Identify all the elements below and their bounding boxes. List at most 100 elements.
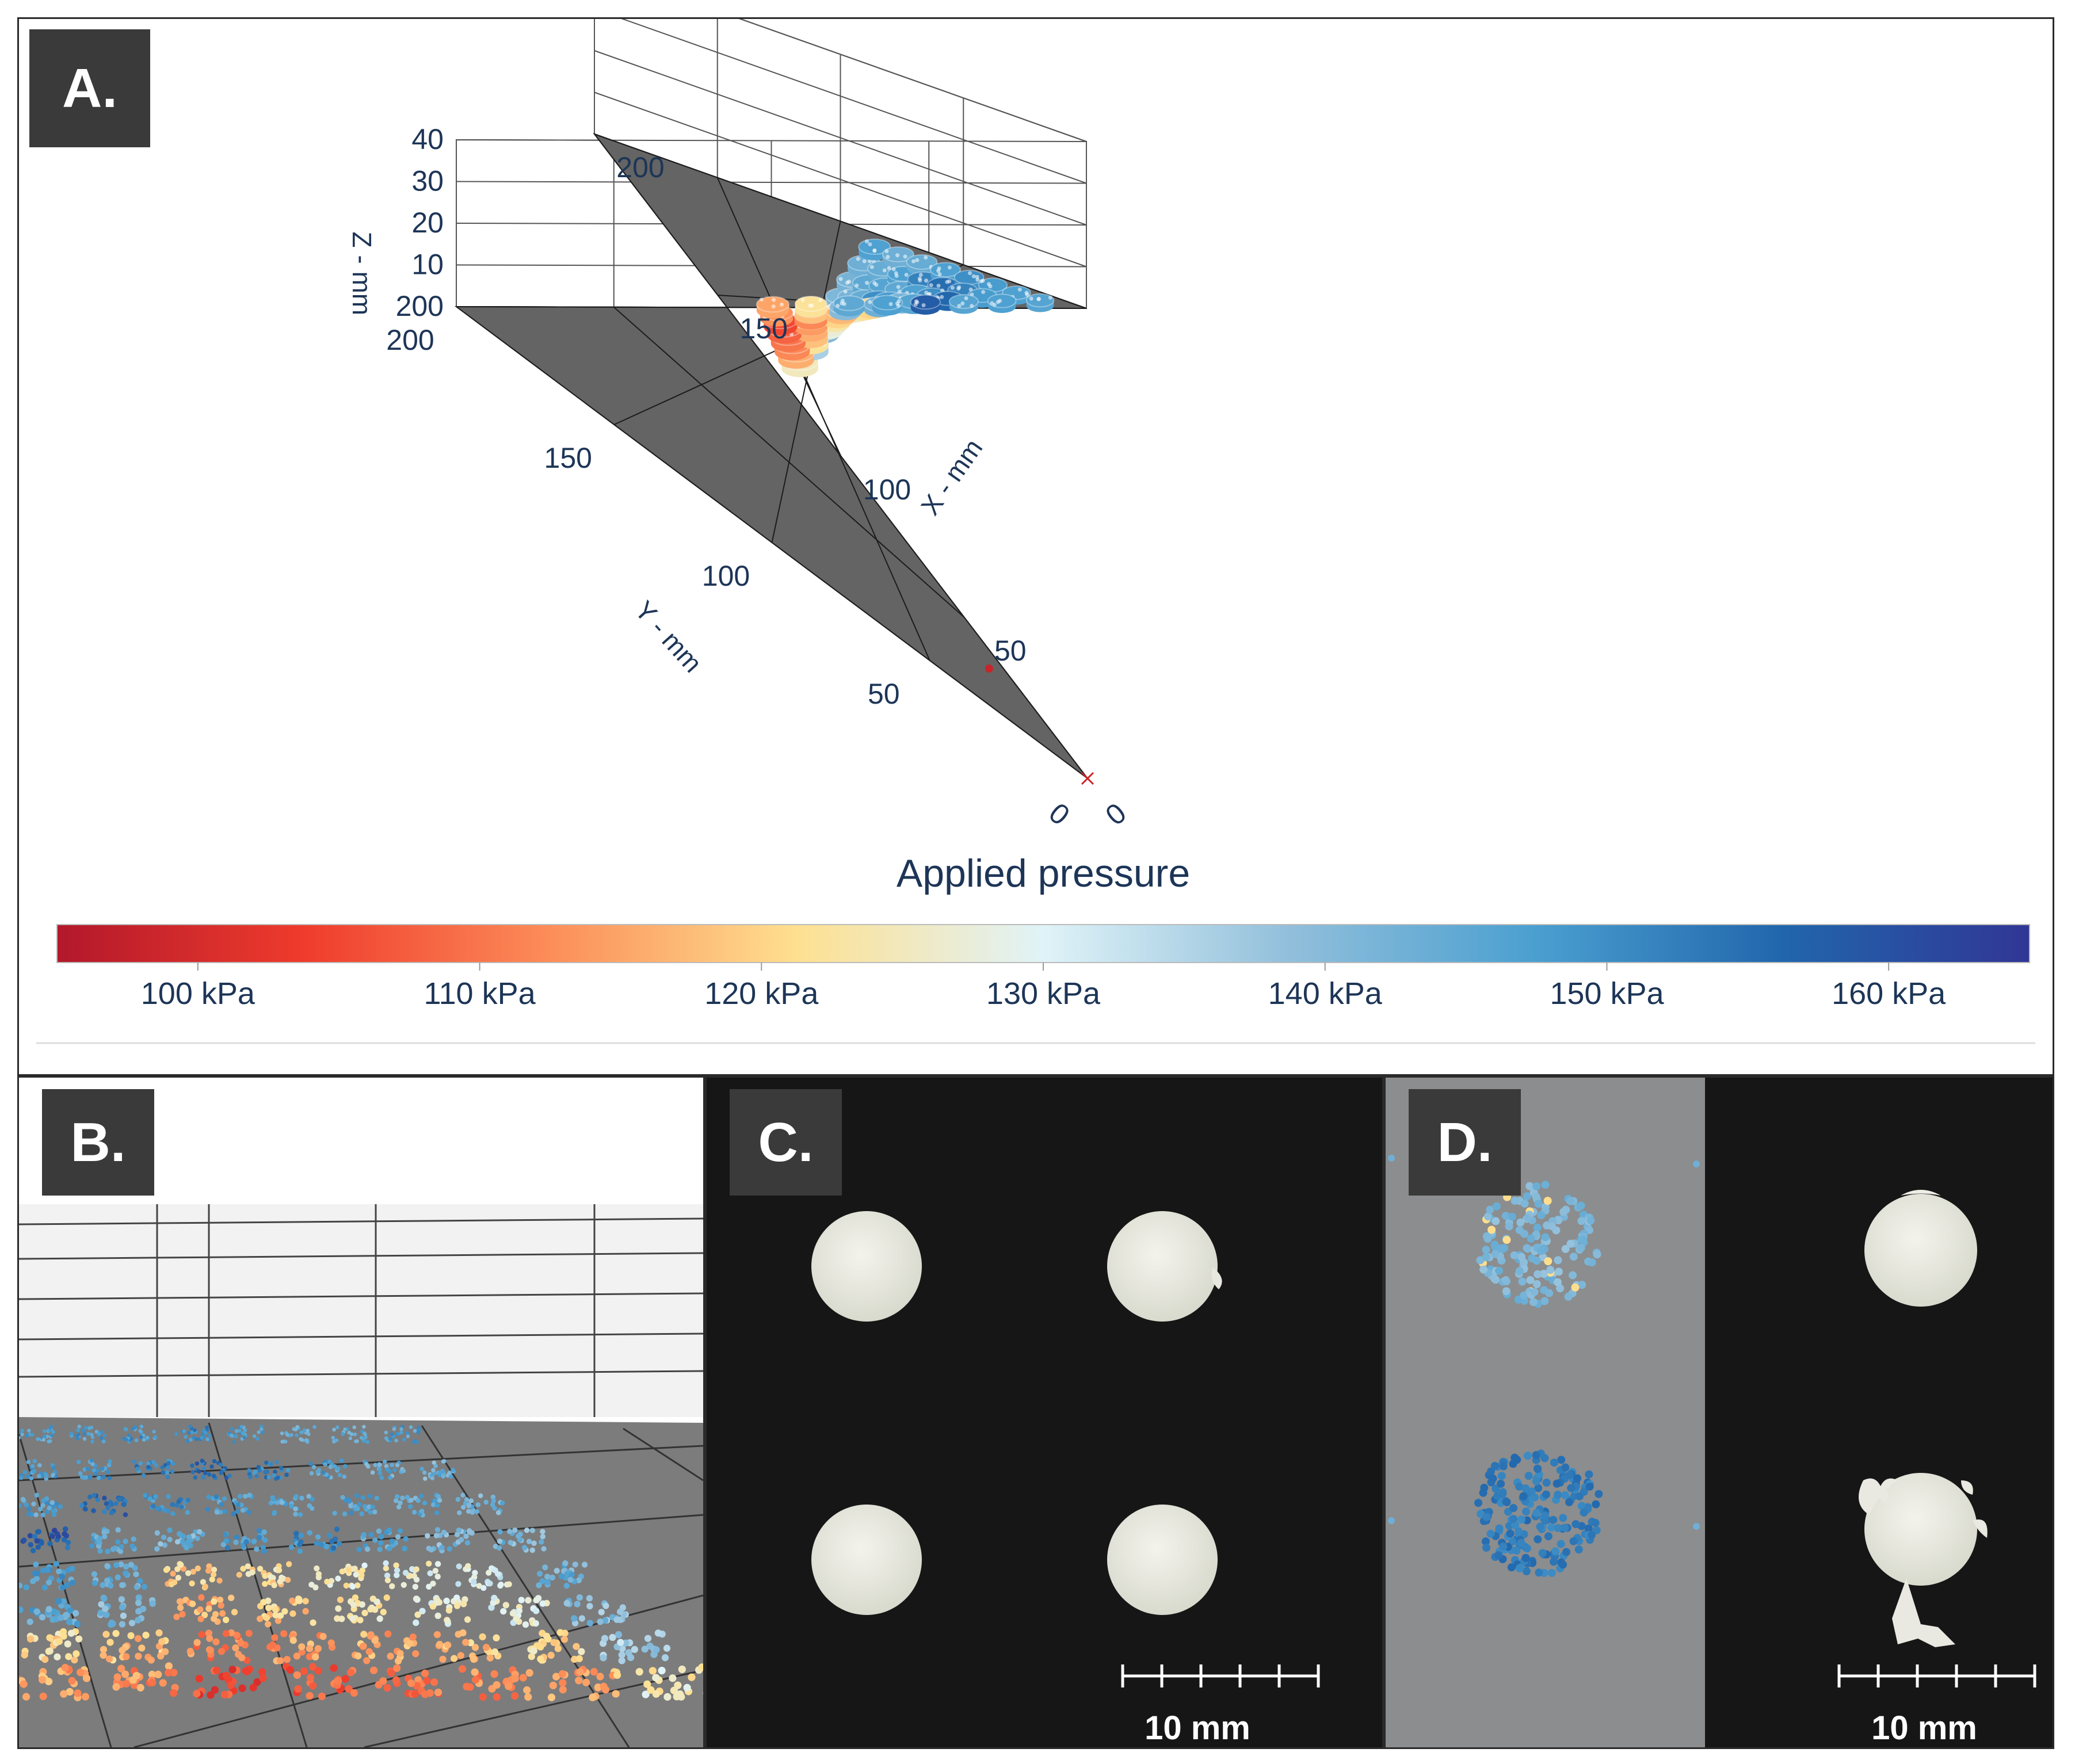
- deposit-cluster: [455, 1492, 505, 1515]
- deposit-cluster: [308, 1562, 368, 1591]
- z-axis-label: Z - mm: [347, 232, 377, 316]
- outlier-point: [985, 665, 993, 673]
- deposit-marker: [858, 238, 891, 261]
- panel-c: C. 10 mm: [705, 1076, 1384, 1749]
- deposit-marker: [910, 294, 941, 315]
- deposit-cluster: [413, 1594, 471, 1627]
- deposit-cluster: [334, 1594, 390, 1624]
- deposit-marker: [871, 295, 903, 316]
- deposit-cluster: [69, 1425, 107, 1444]
- deposit-cluster: [226, 1425, 265, 1444]
- deposit-cluster: [383, 1560, 441, 1590]
- deposit-cluster: [143, 1492, 190, 1517]
- deposit-cluster: [76, 1458, 112, 1481]
- y-tick-label: 50: [868, 678, 900, 710]
- x-axis-label: X - mm: [915, 433, 989, 520]
- deposit-cluster: [220, 1528, 268, 1554]
- deposit-cluster: [205, 1492, 254, 1517]
- panel-label-d: D.: [1409, 1089, 1521, 1196]
- y-tick-label: 200: [386, 324, 434, 356]
- deposit-cluster: [19, 1561, 76, 1591]
- scale-bar-label: 10 mm: [1145, 1709, 1250, 1747]
- simulation-vs-photo: 10 mm: [1386, 1078, 2053, 1747]
- deposit-cluster: [247, 1460, 291, 1481]
- colorbar-tick-label: 160 kPa: [1832, 976, 1946, 1011]
- deposit-cluster: [20, 1526, 71, 1553]
- deposit-cluster: [173, 1594, 238, 1625]
- deposit-cluster: [369, 1664, 443, 1698]
- deposit-cluster: [635, 1663, 703, 1701]
- deposit-marker: [756, 296, 789, 319]
- deposit-markers: [756, 238, 1094, 785]
- deposit-clusters: [19, 1425, 703, 1701]
- deposit-cluster: [280, 1425, 316, 1444]
- deposit-cluster: [79, 1492, 128, 1517]
- deposit-marker: [906, 254, 938, 276]
- deposit-photo: [1864, 1194, 1977, 1307]
- panel-label-c: C.: [730, 1089, 842, 1196]
- defect-splatter: [1859, 1478, 1988, 1647]
- deposit-cluster: [236, 1561, 292, 1589]
- deposit-cluster: [283, 1663, 358, 1701]
- deposit-cluster: [308, 1458, 348, 1480]
- deposit-cluster: [268, 1494, 315, 1517]
- deposit-cluster: [19, 1492, 63, 1518]
- scale-bar: [1837, 1664, 2036, 1687]
- deposit-photo: [811, 1211, 922, 1322]
- deposit-cluster: [19, 1425, 55, 1444]
- simulated-clusters: [1388, 1155, 1700, 1578]
- deposit-cluster: [455, 1563, 512, 1591]
- x-tick-label: 50: [994, 635, 1027, 667]
- y-axis-label: Y - mm: [629, 595, 708, 678]
- y-tick-label: 0: [1043, 797, 1075, 832]
- colorbar-tick-label: 130 kPa: [986, 976, 1101, 1011]
- deposit-cluster: [91, 1561, 148, 1590]
- deposit-cluster: [19, 1663, 91, 1701]
- x-tick-label: 100: [863, 474, 911, 506]
- colorbar-title: Applied pressure: [897, 852, 1190, 895]
- deposit-cluster: [174, 1425, 212, 1444]
- perspective-view: [19, 1204, 703, 1747]
- deposit-cluster: [393, 1492, 443, 1518]
- z-tick-label: 20: [411, 207, 444, 239]
- colorbar: [56, 924, 2030, 963]
- scale-bar-label: 10 mm: [1871, 1709, 1977, 1747]
- colorbar-tick-label: 110 kPa: [424, 976, 536, 1011]
- panel-d: D. 10 mm: [1384, 1076, 2054, 1749]
- deposit-cluster: [488, 1594, 550, 1628]
- deposit-cluster: [186, 1629, 253, 1664]
- deposit-cluster: [193, 1665, 267, 1699]
- z-tick-label: 10: [411, 249, 444, 281]
- deposit-cluster: [563, 1594, 629, 1626]
- panel-label-a: A.: [29, 29, 150, 147]
- deposit-cluster: [599, 1629, 671, 1664]
- deposit-cluster: [89, 1527, 137, 1555]
- colorbar-tick-label: 120 kPa: [704, 976, 819, 1011]
- deposit-cluster: [163, 1561, 223, 1591]
- deposit-cluster: [536, 1560, 588, 1589]
- deposit-marker: [833, 295, 865, 316]
- deposit-marker: [978, 277, 1008, 297]
- deposit-cluster: [527, 1629, 585, 1664]
- deposit-cluster: [433, 1629, 502, 1663]
- deposit-photo: [1107, 1211, 1218, 1322]
- deposit-cluster: [331, 1425, 370, 1444]
- deposit-cluster: [97, 1594, 156, 1628]
- deposit-cluster: [547, 1666, 621, 1701]
- deposit-marker: [953, 269, 985, 290]
- deposit-cluster: [493, 1527, 547, 1553]
- deposit-cluster: [19, 1598, 81, 1628]
- deposit-cluster: [257, 1595, 316, 1628]
- deposit-photo: [811, 1505, 922, 1615]
- colorbar-tick-label: 100 kPa: [141, 976, 255, 1011]
- deposit-cluster: [21, 1628, 83, 1664]
- deposit-cluster: [122, 1425, 158, 1444]
- photo-printed-deposits: 10 mm: [811, 1211, 1320, 1747]
- deposit-cluster: [154, 1527, 205, 1552]
- z-tick-label: 40: [411, 123, 444, 155]
- z-tick-label: 30: [411, 165, 444, 197]
- deposit-marker: [987, 293, 1017, 313]
- panel-label-b: B.: [42, 1089, 154, 1196]
